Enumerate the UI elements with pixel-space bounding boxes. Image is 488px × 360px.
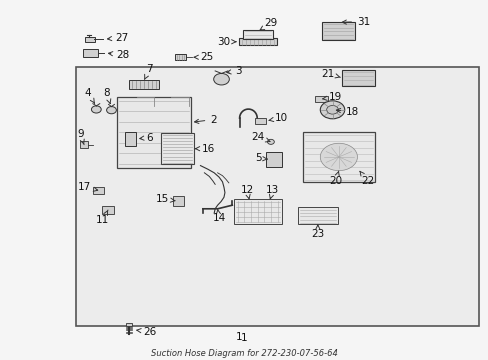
Text: 28: 28 xyxy=(108,50,129,60)
FancyBboxPatch shape xyxy=(102,206,114,214)
Text: 2: 2 xyxy=(194,114,217,125)
Text: 31: 31 xyxy=(342,17,369,27)
Circle shape xyxy=(320,101,344,119)
FancyBboxPatch shape xyxy=(82,49,98,57)
Text: 1: 1 xyxy=(241,333,247,343)
Text: 19: 19 xyxy=(322,92,341,102)
Text: 30: 30 xyxy=(216,37,235,47)
Text: 13: 13 xyxy=(265,185,279,199)
FancyBboxPatch shape xyxy=(322,22,354,40)
Text: 4: 4 xyxy=(84,88,94,103)
Text: 23: 23 xyxy=(310,225,324,239)
FancyBboxPatch shape xyxy=(129,80,159,89)
FancyBboxPatch shape xyxy=(239,38,276,45)
Circle shape xyxy=(213,73,229,85)
Text: Suction Hose Diagram for 272-230-07-56-64: Suction Hose Diagram for 272-230-07-56-6… xyxy=(151,349,337,358)
FancyBboxPatch shape xyxy=(234,199,281,224)
FancyBboxPatch shape xyxy=(314,96,327,102)
FancyBboxPatch shape xyxy=(173,196,183,206)
Text: 5: 5 xyxy=(254,153,267,163)
Text: 10: 10 xyxy=(268,113,287,123)
Text: 17: 17 xyxy=(78,182,98,192)
Circle shape xyxy=(91,106,101,113)
Text: 8: 8 xyxy=(103,88,111,104)
Text: 1: 1 xyxy=(236,332,243,342)
FancyBboxPatch shape xyxy=(80,141,88,148)
Text: 15: 15 xyxy=(156,194,175,204)
FancyBboxPatch shape xyxy=(297,207,337,224)
Bar xyxy=(76,67,478,326)
Text: 12: 12 xyxy=(240,185,253,199)
Text: 20: 20 xyxy=(328,171,341,186)
FancyBboxPatch shape xyxy=(124,132,136,146)
Circle shape xyxy=(326,105,338,114)
FancyBboxPatch shape xyxy=(161,133,193,164)
FancyBboxPatch shape xyxy=(85,37,95,42)
FancyBboxPatch shape xyxy=(243,30,273,39)
Circle shape xyxy=(106,107,116,114)
Text: 6: 6 xyxy=(140,132,153,143)
Text: 7: 7 xyxy=(144,64,153,79)
Text: 29: 29 xyxy=(260,18,277,30)
FancyBboxPatch shape xyxy=(254,118,265,124)
Text: 18: 18 xyxy=(336,107,359,117)
FancyBboxPatch shape xyxy=(265,152,281,167)
Text: 14: 14 xyxy=(212,210,225,223)
Text: 22: 22 xyxy=(359,171,374,186)
Circle shape xyxy=(267,139,274,144)
Text: 26: 26 xyxy=(137,327,156,337)
FancyBboxPatch shape xyxy=(126,323,132,326)
FancyBboxPatch shape xyxy=(174,54,186,60)
FancyBboxPatch shape xyxy=(93,187,104,194)
Text: 24: 24 xyxy=(250,132,269,142)
FancyBboxPatch shape xyxy=(341,70,374,86)
Text: 11: 11 xyxy=(96,210,109,225)
Circle shape xyxy=(320,143,357,171)
Text: 21: 21 xyxy=(321,69,340,79)
FancyBboxPatch shape xyxy=(302,132,374,182)
Text: 9: 9 xyxy=(77,129,84,145)
Text: 27: 27 xyxy=(107,33,128,43)
Text: 3: 3 xyxy=(226,66,241,76)
Text: 16: 16 xyxy=(195,144,214,154)
Text: 25: 25 xyxy=(194,52,213,62)
FancyBboxPatch shape xyxy=(117,97,191,168)
